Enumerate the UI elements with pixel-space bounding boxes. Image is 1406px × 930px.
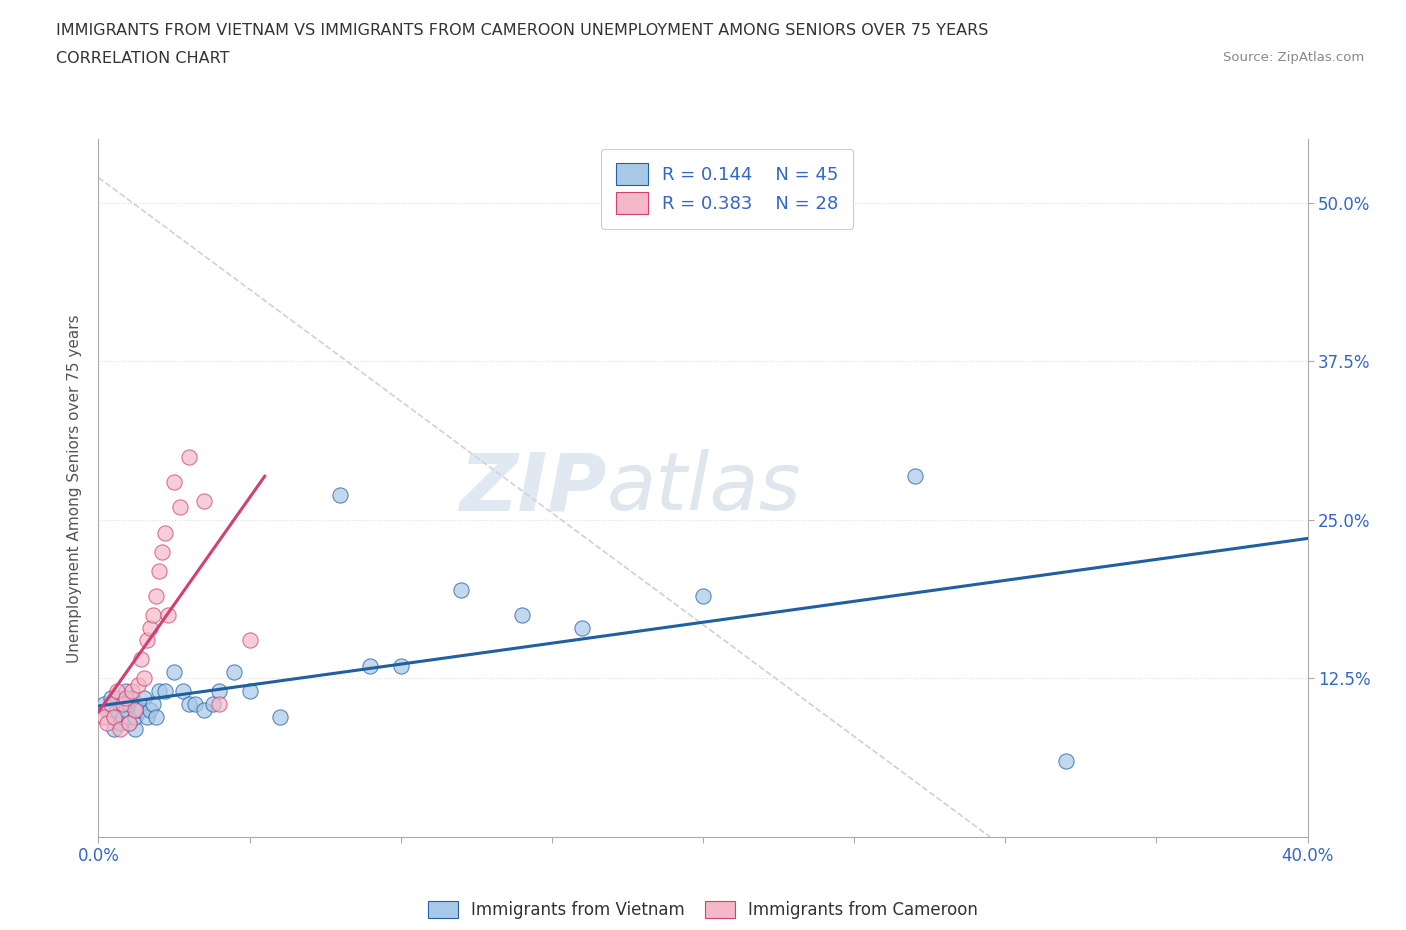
Point xyxy=(108,722,131,737)
Text: Source: ZipAtlas.com: Source: ZipAtlas.com xyxy=(1223,51,1364,64)
Point xyxy=(124,703,146,718)
Point xyxy=(105,703,128,718)
Point xyxy=(193,494,215,509)
Point xyxy=(150,544,173,559)
Text: ZIP: ZIP xyxy=(458,449,606,527)
Point xyxy=(172,684,194,698)
Point xyxy=(105,684,128,698)
Point xyxy=(121,684,143,698)
Point xyxy=(108,715,131,730)
Point xyxy=(111,697,134,711)
Point xyxy=(111,709,134,724)
Point xyxy=(135,633,157,648)
Point xyxy=(169,499,191,514)
Point xyxy=(153,684,176,698)
Point xyxy=(510,607,533,622)
Point xyxy=(114,703,136,718)
Point xyxy=(121,690,143,705)
Point xyxy=(114,684,136,698)
Text: IMMIGRANTS FROM VIETNAM VS IMMIGRANTS FROM CAMEROON UNEMPLOYMENT AMONG SENIORS O: IMMIGRANTS FROM VIETNAM VS IMMIGRANTS FR… xyxy=(56,23,988,38)
Point xyxy=(142,607,165,622)
Point xyxy=(93,697,115,711)
Point xyxy=(692,589,714,604)
Point xyxy=(193,703,215,718)
Point xyxy=(148,564,170,578)
Point xyxy=(329,487,352,502)
Point xyxy=(103,709,125,724)
Point xyxy=(571,620,593,635)
Point xyxy=(145,709,167,724)
Point xyxy=(389,658,412,673)
Point xyxy=(135,709,157,724)
Point xyxy=(153,525,176,540)
Point xyxy=(202,697,225,711)
Legend: Immigrants from Vietnam, Immigrants from Cameroon: Immigrants from Vietnam, Immigrants from… xyxy=(422,894,984,925)
Point xyxy=(148,684,170,698)
Y-axis label: Unemployment Among Seniors over 75 years: Unemployment Among Seniors over 75 years xyxy=(66,314,82,662)
Point xyxy=(163,665,186,680)
Point xyxy=(118,697,141,711)
Point xyxy=(100,690,122,705)
Point xyxy=(184,697,207,711)
Point xyxy=(208,697,231,711)
Point xyxy=(96,703,118,718)
Point xyxy=(360,658,382,673)
Point xyxy=(118,715,141,730)
Point xyxy=(139,620,162,635)
Point xyxy=(105,690,128,705)
Point xyxy=(132,671,155,686)
Point xyxy=(96,715,118,730)
Point xyxy=(129,652,152,667)
Point xyxy=(450,582,472,597)
Point xyxy=(118,715,141,730)
Point xyxy=(139,703,162,718)
Point xyxy=(93,709,115,724)
Point xyxy=(904,468,927,483)
Point xyxy=(100,697,122,711)
Point xyxy=(1054,753,1077,768)
Text: atlas: atlas xyxy=(606,449,801,527)
Point xyxy=(156,607,179,622)
Point xyxy=(124,709,146,724)
Point xyxy=(124,722,146,737)
Point xyxy=(108,697,131,711)
Point xyxy=(127,677,149,692)
Point xyxy=(129,703,152,718)
Point xyxy=(177,449,201,464)
Point xyxy=(103,709,125,724)
Point xyxy=(163,474,186,489)
Point xyxy=(127,703,149,718)
Point xyxy=(239,633,262,648)
Point xyxy=(224,665,246,680)
Point xyxy=(177,697,201,711)
Point xyxy=(103,722,125,737)
Text: CORRELATION CHART: CORRELATION CHART xyxy=(56,51,229,66)
Point xyxy=(145,589,167,604)
Point xyxy=(208,684,231,698)
Point xyxy=(114,690,136,705)
Point xyxy=(132,690,155,705)
Point xyxy=(269,709,291,724)
Point xyxy=(142,697,165,711)
Point xyxy=(239,684,262,698)
